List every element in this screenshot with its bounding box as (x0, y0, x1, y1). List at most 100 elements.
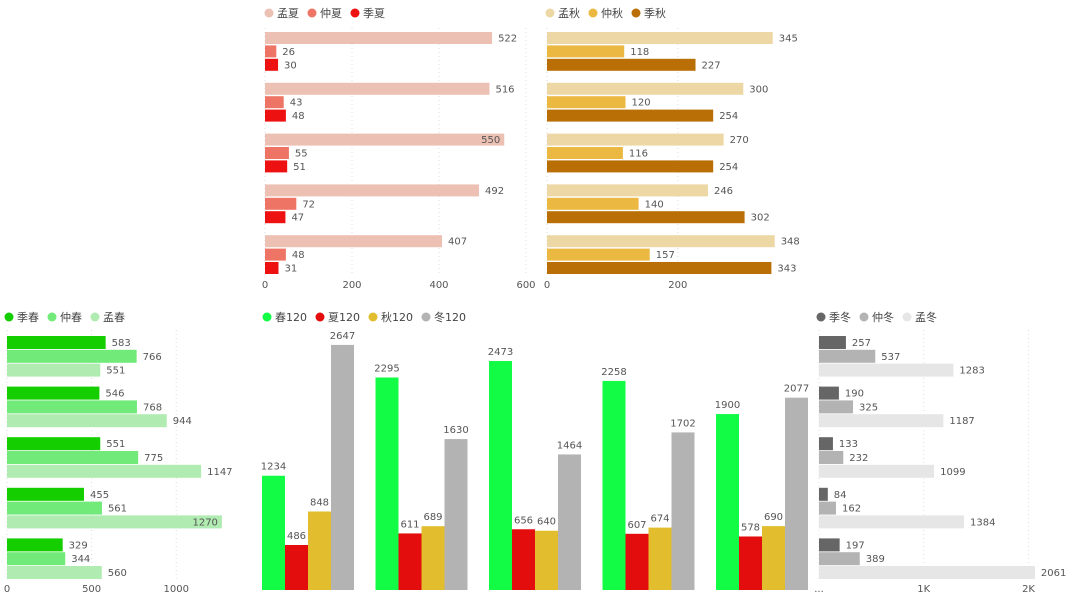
data-label-autumn-2-4: 343 (777, 264, 796, 275)
data-label-seasons-0-0: 1234 (261, 462, 286, 473)
bar-spring-1-2 (7, 451, 139, 464)
bar-seasons-2-3 (648, 527, 672, 590)
legend-marker-1 (307, 8, 317, 18)
data-label-spring-1-4: 344 (71, 554, 90, 565)
bar-autumn-1-1 (547, 96, 626, 109)
data-label-winter-0-4: 197 (846, 540, 865, 551)
legend-label-2: 秋120 (381, 310, 413, 324)
bar-summer-1-3 (265, 197, 297, 210)
data-label-winter-1-1: 325 (859, 402, 878, 413)
data-label-spring-2-3: 1270 (192, 517, 217, 528)
legend-label-0: 季冬 (829, 310, 851, 324)
data-label-seasons-1-0: 486 (287, 531, 306, 542)
data-label-seasons-0-1: 2295 (374, 364, 399, 375)
bar-spring-2-2 (7, 464, 202, 478)
bar-autumn-1-3 (547, 197, 639, 210)
bar-summer-1-0 (265, 45, 277, 58)
bar-winter-2-0 (819, 363, 954, 377)
bar-summer-1-1 (265, 96, 284, 109)
data-label-autumn-0-1: 300 (749, 84, 768, 95)
bar-autumn-0-0 (547, 32, 773, 44)
bar-seasons-3-1 (444, 439, 468, 590)
data-label-autumn-1-3: 140 (645, 199, 664, 210)
bar-autumn-0-4 (547, 235, 775, 248)
bar-winter-0-1 (819, 386, 839, 400)
bar-spring-0-0 (7, 336, 106, 349)
bar-winter-2-4 (819, 566, 1035, 579)
data-label-winter-2-2: 1099 (940, 467, 965, 478)
data-label-seasons-0-4: 1900 (715, 400, 740, 411)
legend-label-1: 仲冬 (872, 310, 894, 324)
bar-autumn-2-4 (547, 262, 772, 274)
bar-seasons-0-2 (489, 361, 512, 590)
data-label-autumn-1-1: 120 (632, 98, 651, 109)
bar-spring-0-1 (7, 386, 100, 400)
bar-winter-0-4 (819, 538, 840, 552)
bar-seasons-2-0 (308, 511, 331, 590)
legend-marker-1 (315, 312, 325, 322)
data-label-winter-2-4: 2061 (1041, 568, 1066, 579)
axis-tick-label: 1000 (164, 584, 189, 595)
bar-winter-0-2 (819, 437, 833, 451)
data-label-winter-2-1: 1187 (949, 416, 974, 427)
bar-summer-2-3 (265, 211, 286, 224)
bar-summer-2-2 (265, 160, 288, 173)
data-label-seasons-3-1: 1630 (443, 425, 468, 436)
data-label-spring-2-4: 560 (108, 568, 127, 579)
data-label-winter-0-3: 84 (834, 490, 847, 501)
data-label-autumn-2-2: 254 (719, 162, 738, 173)
data-label-summer-0-4: 407 (448, 237, 467, 248)
data-label-summer-1-0: 26 (282, 47, 295, 58)
data-label-autumn-0-4: 348 (781, 237, 800, 248)
data-label-autumn-2-1: 254 (719, 111, 738, 122)
bar-summer-0-3 (265, 184, 480, 197)
axis-tick-label: 0 (544, 280, 550, 291)
bar-summer-1-2 (265, 147, 289, 159)
data-label-winter-0-2: 133 (839, 439, 858, 450)
bar-winter-1-4 (819, 552, 860, 566)
data-label-seasons-2-1: 689 (423, 512, 442, 523)
data-label-winter-2-0: 1283 (959, 366, 984, 377)
legend-marker-3 (421, 312, 431, 322)
legend-marker-0 (816, 312, 826, 322)
bar-seasons-1-1 (398, 533, 422, 590)
chart-spring: 季春 仲春 孟春 0 500 1000 583 766 551 546 768 944 551 775 11… (4, 310, 233, 595)
bar-seasons-0-0 (262, 475, 285, 590)
legend-marker-2 (368, 312, 378, 322)
bar-winter-0-3 (819, 487, 828, 501)
data-label-spring-0-0: 583 (112, 338, 131, 349)
data-label-winter-1-3: 162 (842, 504, 861, 515)
data-label-summer-2-3: 47 (291, 213, 304, 224)
bar-seasons-2-1 (421, 526, 445, 590)
data-label-spring-0-1: 546 (105, 389, 124, 400)
data-label-winter-1-4: 389 (866, 554, 885, 565)
bar-winter-2-3 (819, 515, 964, 529)
data-label-spring-2-0: 551 (106, 366, 125, 377)
data-label-seasons-1-1: 611 (400, 519, 419, 530)
axis-tick-label: 200 (668, 280, 687, 291)
data-label-seasons-2-3: 674 (650, 514, 669, 525)
data-label-summer-0-3: 492 (485, 186, 504, 197)
bar-spring-1-3 (7, 501, 102, 515)
axis-tick-label: 1K (917, 584, 930, 595)
bar-summer-0-2 (265, 133, 505, 146)
legend-label-2: 孟冬 (915, 310, 937, 324)
bar-spring-1-1 (7, 400, 137, 414)
legend-marker-2 (631, 8, 641, 18)
axis-tick-label: 400 (429, 280, 448, 291)
data-label-seasons-2-0: 848 (310, 497, 329, 508)
data-label-autumn-2-3: 302 (751, 213, 770, 224)
bar-summer-2-1 (265, 109, 286, 122)
legend-label-2: 孟春 (103, 311, 125, 324)
data-label-spring-2-2: 1147 (207, 467, 232, 478)
legend-marker-0 (264, 8, 274, 18)
data-label-seasons-0-2: 2473 (488, 347, 513, 358)
data-label-seasons-2-4: 690 (764, 512, 783, 523)
data-label-seasons-2-2: 640 (537, 517, 556, 528)
data-label-spring-0-2: 551 (106, 439, 125, 450)
data-label-winter-0-1: 190 (845, 389, 864, 400)
data-label-seasons-1-4: 578 (741, 522, 760, 533)
legend-label-2: 季秋 (644, 6, 666, 20)
legend-marker-1 (859, 312, 869, 322)
data-label-summer-0-2: 550 (481, 135, 500, 146)
